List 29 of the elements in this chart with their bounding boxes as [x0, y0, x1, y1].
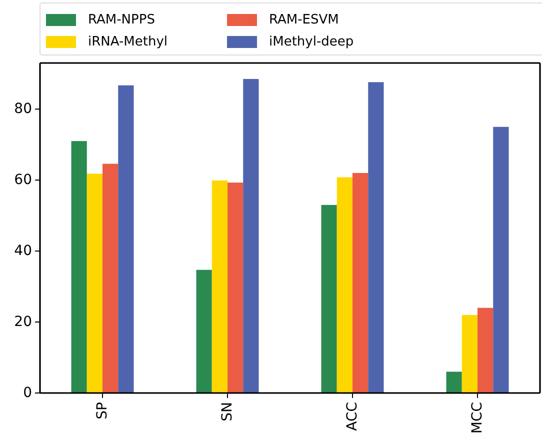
bar — [71, 141, 87, 393]
bar — [368, 82, 384, 393]
x-tick-label: SP — [94, 402, 110, 420]
y-tick-label: 0 — [23, 384, 32, 401]
bar — [336, 177, 352, 393]
bar — [352, 173, 368, 393]
bar — [196, 270, 212, 393]
bar — [212, 180, 228, 393]
legend-label: RAM-NPPS — [88, 12, 155, 28]
x-tick-label: MCC — [469, 402, 486, 434]
bar — [462, 314, 478, 393]
legend-label: iMethyl-deep — [269, 34, 354, 50]
legend-label: RAM-ESVM — [269, 12, 339, 28]
bar — [228, 182, 244, 393]
y-tick-label: 80 — [14, 100, 32, 117]
y-tick-label: 60 — [14, 172, 32, 188]
bar — [446, 372, 462, 393]
bar — [478, 308, 494, 393]
legend-label: iRNA-Methyl — [88, 34, 168, 50]
bar — [102, 164, 118, 393]
y-tick-label: 40 — [14, 242, 32, 259]
bar — [493, 126, 509, 393]
x-tick-label: SN — [219, 402, 236, 422]
bar — [118, 85, 134, 393]
bar — [86, 174, 102, 393]
y-tick-label: 20 — [14, 314, 32, 330]
bar — [243, 78, 259, 393]
x-tick-label: ACC — [344, 402, 360, 431]
bar — [321, 204, 337, 393]
